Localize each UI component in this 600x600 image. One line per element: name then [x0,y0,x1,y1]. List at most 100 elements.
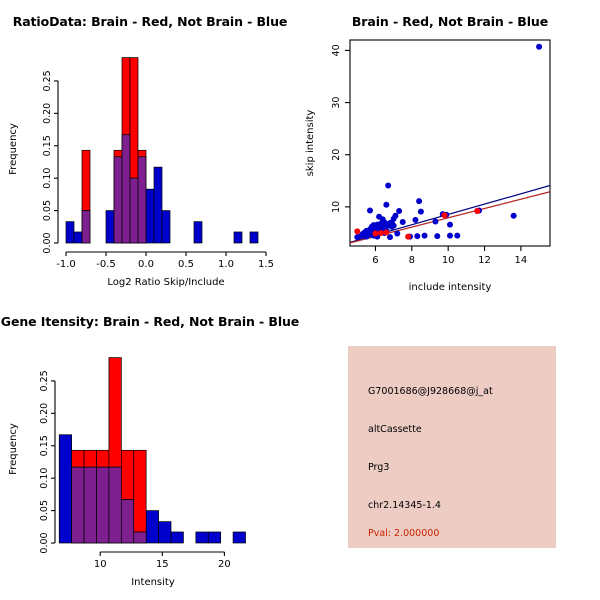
scatter-point [396,208,403,215]
scatter-point [447,221,453,228]
scatter-point [385,182,392,189]
not-brain-bars [65,134,259,244]
gene-symbol-text: Prg3 [368,462,390,473]
y-axis-tick-label: 0.15 [39,435,50,456]
scatter-point [421,232,428,239]
locus-text: chr2.14345-1.4 [368,500,441,511]
histogram-bar [153,166,163,244]
scatter-point [354,228,361,235]
histogram-bar [133,531,147,544]
svg-ratio-content: 0.00 0.05 0.10 0.15 0.20 0.25 -1.0 -0.5 0.0 0.5 1.… [8,57,274,288]
x-axis-tick-label: 6 [372,255,378,266]
scatter-panel: Brain - Red, Not Brain - Blue 10 20 30 40 6 8… [300,0,600,300]
histogram-bar [137,149,147,158]
gene-info-box: G7001686@J928668@j_at altCassette Prg3 c… [348,346,556,548]
histogram-bar [161,210,171,244]
scatter-inner [350,43,550,244]
histogram-bar [195,531,209,544]
scatter-point [377,229,384,236]
scatter-point [383,201,390,208]
y-axis-tick-label: 20 [331,149,342,161]
y-axis-tick-label: 0.00 [39,532,50,553]
gene-histogram-plot: 0.00 0.05 0.10 0.15 0.20 0.25 10 15 20 Intensity F… [8,357,246,588]
scatter-point [536,43,543,50]
x-axis-label: Intensity [131,577,175,588]
y-axis-tick-label: 0.25 [39,370,50,391]
scatter-point [434,233,441,240]
scatter-point [367,207,373,214]
y-axis-label: Frequency [8,423,19,475]
histogram-bar [81,210,91,244]
scatter-point [414,233,421,240]
y-axis-tick-label: 0.20 [42,103,53,124]
x-axis-tick-label: 10 [94,559,107,570]
scatter-point [383,229,390,236]
histogram-bar [108,357,122,468]
y-axis-label: Frequency [8,123,19,175]
x-axis-tick-label: 1.5 [258,259,274,270]
gene-info-panel: G7001686@J928668@j_at altCassette Prg3 c… [300,300,600,600]
scatter-point [388,223,395,230]
y-axis-tick-label: 0.10 [39,468,50,489]
histogram-bar [96,449,110,468]
plot-frame [349,39,551,247]
ratio-histogram-title: RatioData: Brain - Red, Not Brain - Blue [12,14,288,29]
y-axis-tick-label: 40 [331,44,342,56]
histogram-bar [96,466,110,544]
y-axis-tick-label: 0.00 [42,232,53,253]
histogram-bar [145,188,155,244]
histogram-bar [121,134,131,244]
scatter-point [387,234,393,241]
gene-histogram-panel: Gene Itensity: Brain - Red, Not Brain - … [0,300,300,600]
event-type-text: altCassette [368,424,422,435]
histogram-bar [105,210,115,244]
scatter-point [441,212,448,219]
histogram-bar [108,466,122,544]
histogram-bar [129,177,139,244]
y-axis-tick-label: 0.20 [39,403,50,424]
gene-histogram-title: Gene Itensity: Brain - Red, Not Brain - … [0,314,300,329]
scatter-point [363,233,370,240]
x-axis-tick-label: 0.0 [138,259,154,270]
y-axis-tick-label: 0.25 [42,70,53,91]
brain-bars [81,57,147,244]
scatter-content: 10 20 30 40 6 8 10 12 14 include intensity skip in… [305,39,551,293]
scatter-point [474,208,481,215]
x-axis-tick-label: 0.5 [178,259,194,270]
x-axis-tick-label: 1.0 [218,259,234,270]
scatter-point [447,232,453,239]
scatter-title: Brain - Red, Not Brain - Blue [351,14,549,29]
histogram-bar [83,466,97,544]
histogram-bar [121,57,131,136]
histogram-bar [193,221,203,244]
probe-id-text: G7001686@J928668@j_at [368,386,493,397]
scatter-point [394,230,401,237]
x-axis-tick-label: 14 [515,255,528,266]
histogram-bar [113,156,123,244]
y-axis-tick-label: 30 [331,97,342,109]
histogram-bar [71,466,85,544]
svg-gene-content: 0.00 0.05 0.10 0.15 0.20 0.25 10 15 20 Intensity F… [8,357,246,588]
y-axis-label: skip intensity [305,110,316,177]
y-axis-tick-label: 0.05 [39,500,50,521]
y-axis-tick-label: 0.10 [42,168,53,189]
x-axis-tick-label: 20 [218,559,231,570]
scatter-point [412,216,419,223]
scatter-point [510,212,517,219]
x-axis-tick-label: 12 [478,255,491,266]
histogram-bar [233,231,243,244]
pval-text: Pval: 2.000000 [368,528,440,539]
x-axis-tick-label: 10 [442,255,455,266]
y-axis-tick-label: 0.05 [42,200,53,221]
histogram-bar [207,531,222,544]
histogram-bar [137,156,147,244]
scatter-point [372,230,379,237]
histogram-bar [249,231,259,244]
y-axis-tick-label: 0.15 [42,135,53,156]
histogram-bar [71,449,85,468]
histogram-bar [58,434,73,544]
scatter-point [454,232,461,239]
x-axis-label: Log2 Ratio Skip/Include [107,277,224,288]
histogram-bar [120,449,135,500]
histogram-bar [145,510,159,544]
